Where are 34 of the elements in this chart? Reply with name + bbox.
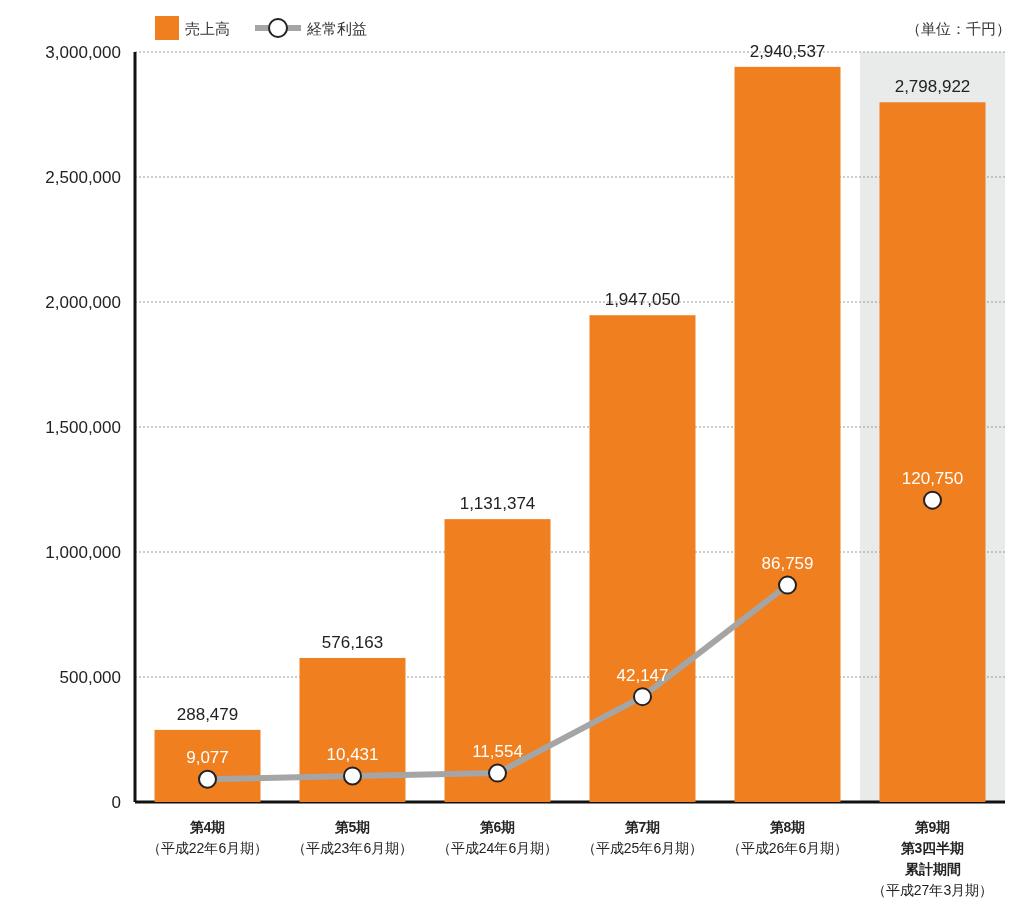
data-label: 2,798,922 (894, 77, 971, 97)
y-tick-label: 2,000,000 (45, 293, 121, 312)
bar (444, 519, 551, 802)
y-tick-label: 1,000,000 (45, 543, 121, 562)
x-tick-label: 第5期（平成23年6月期） (291, 819, 414, 856)
bar (734, 66, 841, 802)
bar (589, 315, 696, 802)
x-tick-label: 第7期（平成25年6月期） (581, 819, 704, 856)
y-tick-label: 3,000,000 (45, 43, 121, 62)
y-tick-label: 2,500,000 (45, 168, 121, 187)
y-tick-label: 500,000 (59, 668, 121, 687)
data-label: 9,077 (186, 748, 229, 768)
x-tick-label: 第6期（平成24年6月期） (436, 819, 559, 856)
x-tick-label: 第8期（平成26年6月期） (726, 819, 849, 856)
x-tick-label: 第4期（平成22年6月期） (146, 819, 269, 856)
x-tick-label: 第9期第3四半期累計期間（平成27年3月期） (871, 819, 994, 898)
data-label: 120,750 (901, 469, 964, 489)
data-label: 1,947,050 (604, 290, 681, 310)
legend-label: 経常利益 (306, 20, 367, 37)
text: （単位：千円） (906, 20, 1011, 37)
y-tick-label: 0 (111, 793, 121, 812)
data-label: 1,131,374 (459, 494, 536, 514)
data-label: 576,163 (321, 632, 384, 652)
bar (154, 729, 261, 802)
data-label: 10,431 (326, 744, 379, 764)
data-label: 288,479 (176, 704, 239, 724)
data-label: 11,554 (472, 742, 523, 762)
data-label: 42,147 (616, 665, 669, 685)
legend-label: 売上高 (185, 20, 230, 37)
data-label: 2,940,537 (749, 41, 826, 61)
y-tick-label: 1,500,000 (45, 418, 121, 437)
bar (299, 657, 406, 802)
point (923, 490, 942, 510)
data-label: 86,759 (761, 554, 814, 574)
